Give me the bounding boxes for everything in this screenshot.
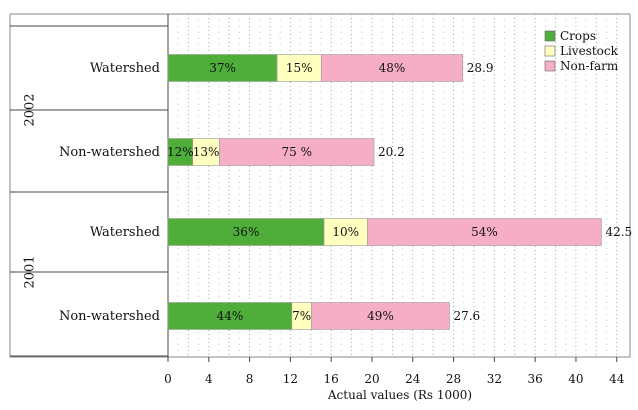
category-label: Watershed [90, 225, 160, 240]
bar-segment-label: 44% [217, 309, 244, 323]
bar-segments [167, 54, 602, 330]
bar-segment-label: 7% [292, 309, 311, 323]
bar-segment-label: 13% [193, 145, 220, 159]
bar-segment [167, 302, 293, 330]
legend-label: Crops [560, 29, 596, 43]
bar-total-label: 42.5 [605, 225, 632, 239]
x-tick-label: 28 [446, 372, 461, 386]
year-label: 2001 [23, 255, 38, 288]
bar-segment-label: 15% [286, 61, 313, 75]
bar-segment-label: 37% [209, 61, 236, 75]
category-label: Non-watershed [59, 145, 160, 160]
x-tick-label: 16 [324, 372, 339, 386]
x-tick-label: 20 [364, 372, 379, 386]
bar-segment-label: 48% [379, 61, 406, 75]
bar-segment-label: 36% [233, 225, 260, 239]
bar-segment-label: 49% [367, 309, 394, 323]
x-tick-label: 36 [528, 372, 543, 386]
category-label: Watershed [90, 61, 160, 76]
bar-total-label: 20.2 [378, 145, 405, 159]
x-tick-label: 4 [205, 372, 213, 386]
legend-swatch [544, 45, 556, 57]
bar-total-label: 28.9 [467, 61, 494, 75]
x-tick-label: 40 [568, 372, 583, 386]
labels: 2002 2001 37% 15% 48% 28.9 Watershed 12% 13% 75 %… [23, 61, 633, 324]
bar-segment-label: 75 % [282, 145, 313, 159]
x-tick-label: 32 [487, 372, 502, 386]
bar-segment [311, 302, 450, 330]
x-tick-label: 44 [609, 372, 625, 386]
bar-segment-label: 54% [471, 225, 498, 239]
legend-label: Livestock [560, 44, 619, 58]
x-tick-label: 0 [164, 372, 172, 386]
x-axis-title: Actual values (Rs 1000) [327, 388, 472, 402]
x-tick-label: 24 [405, 372, 421, 386]
category-label: Non-watershed [59, 309, 160, 324]
bar-segment [320, 54, 464, 82]
bar-segment [219, 138, 375, 166]
bar-segment [192, 138, 220, 166]
legend-swatch [544, 30, 556, 42]
legend-label: Non-farm [560, 59, 619, 73]
x-tick-label: 8 [246, 372, 254, 386]
bar-segment-label: 12% [167, 145, 194, 159]
bar-segment [323, 218, 368, 246]
year-label: 2002 [23, 93, 38, 126]
bar-segment [167, 54, 278, 82]
x-axis: 0 4 8 12 16 20 24 28 32 36 40 44 [164, 357, 625, 386]
bar-segment [367, 218, 602, 246]
x-tick-label: 12 [283, 372, 298, 386]
bar-segment [167, 218, 325, 246]
bar-segment-label: 10% [332, 225, 359, 239]
legend-swatch [544, 60, 556, 72]
bar-total-label: 27.6 [453, 309, 480, 323]
